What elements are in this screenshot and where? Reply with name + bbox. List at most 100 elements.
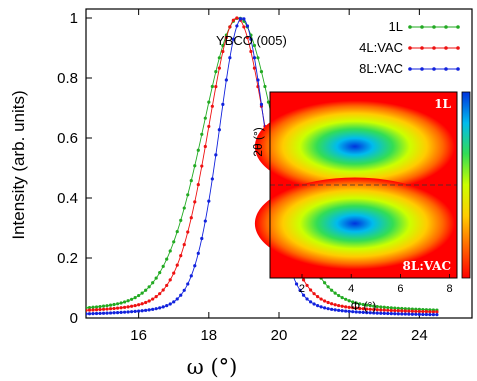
data-point [112, 311, 116, 315]
data-point [431, 313, 435, 317]
data-point [365, 311, 369, 315]
data-point [249, 49, 253, 54]
inset-panel-label: 1L [434, 97, 451, 111]
data-point [168, 302, 172, 306]
data-point [337, 293, 341, 298]
data-point [294, 282, 299, 286]
data-point [137, 303, 141, 307]
data-point [101, 304, 106, 308]
data-point [210, 84, 214, 89]
inset-y-axis-title: 2θ (°) [251, 127, 265, 156]
data-point [305, 283, 309, 288]
y-tick-label: 0.6 [57, 130, 78, 147]
data-point [214, 70, 218, 74]
data-point [217, 66, 221, 70]
data-point [316, 295, 320, 299]
data-point [140, 291, 144, 295]
data-point [175, 297, 179, 301]
data-point [396, 309, 400, 313]
data-point [347, 299, 351, 303]
data-point [115, 302, 120, 306]
data-point [368, 304, 372, 308]
data-point [389, 306, 393, 310]
data-point [301, 293, 306, 297]
data-point [154, 295, 158, 299]
data-point [403, 307, 407, 311]
data-point [361, 310, 365, 314]
data-point [242, 17, 246, 21]
data-point [133, 295, 137, 300]
data-point [193, 264, 197, 268]
data-point [326, 285, 330, 289]
y-tick-label: 0.4 [57, 190, 78, 207]
data-point [435, 313, 439, 317]
data-point [193, 164, 197, 168]
data-point [94, 308, 99, 312]
data-point [182, 243, 186, 247]
data-point [210, 104, 214, 108]
data-point [179, 218, 183, 222]
data-point [158, 292, 162, 296]
data-point [130, 304, 134, 308]
data-point [400, 309, 404, 313]
data-point [126, 310, 130, 314]
data-point [354, 306, 358, 310]
data-point [98, 307, 102, 312]
data-point [161, 305, 165, 309]
data-point [393, 309, 397, 313]
data-point [207, 199, 211, 203]
data-point [182, 206, 186, 210]
intensity-peak [254, 177, 455, 270]
data-point [86, 312, 88, 316]
data-point [340, 309, 344, 313]
data-point [305, 297, 309, 301]
data-point [354, 301, 358, 305]
data-point [196, 251, 200, 255]
data-point [112, 302, 116, 307]
data-point [154, 276, 158, 280]
data-point [319, 305, 323, 309]
x-tick-label: 24 [411, 327, 428, 344]
data-point [193, 200, 197, 204]
data-point [358, 310, 362, 314]
sample-annotation: YBCO (005) [216, 33, 287, 48]
data-point [428, 310, 432, 314]
data-point [372, 304, 376, 308]
data-point [316, 304, 320, 308]
data-point [361, 302, 365, 307]
x-tick-label: 22 [341, 327, 358, 344]
data-point [417, 309, 421, 314]
data-point [94, 305, 99, 309]
series-1 [86, 16, 439, 314]
legend-swatch-point [420, 46, 424, 50]
legend-swatch-point [444, 67, 448, 71]
inset-x-axis-title: Φ (°) [351, 299, 377, 313]
data-point [123, 300, 127, 304]
x-tick-label: 16 [130, 327, 147, 344]
inset-x-tick-label: 6 [397, 283, 403, 295]
data-point [319, 297, 323, 301]
data-point [344, 309, 348, 313]
data-point [175, 263, 179, 267]
y-tick-label: 0.2 [57, 250, 78, 267]
legend-swatch-point [432, 67, 436, 71]
data-point [221, 49, 225, 54]
data-point [375, 311, 379, 315]
data-point [172, 240, 176, 244]
data-point [326, 307, 330, 311]
data-point [308, 300, 313, 304]
intensity-peak [254, 100, 455, 193]
data-point [151, 307, 155, 311]
data-point [115, 311, 120, 315]
data-point [330, 307, 334, 311]
legend-swatch-point [432, 46, 436, 50]
data-point [196, 148, 200, 152]
data-point [252, 43, 257, 48]
data-point [179, 254, 183, 258]
data-point [365, 303, 369, 307]
data-point [224, 78, 228, 82]
data-point [108, 311, 113, 315]
data-point [396, 306, 400, 310]
data-point [301, 278, 306, 282]
